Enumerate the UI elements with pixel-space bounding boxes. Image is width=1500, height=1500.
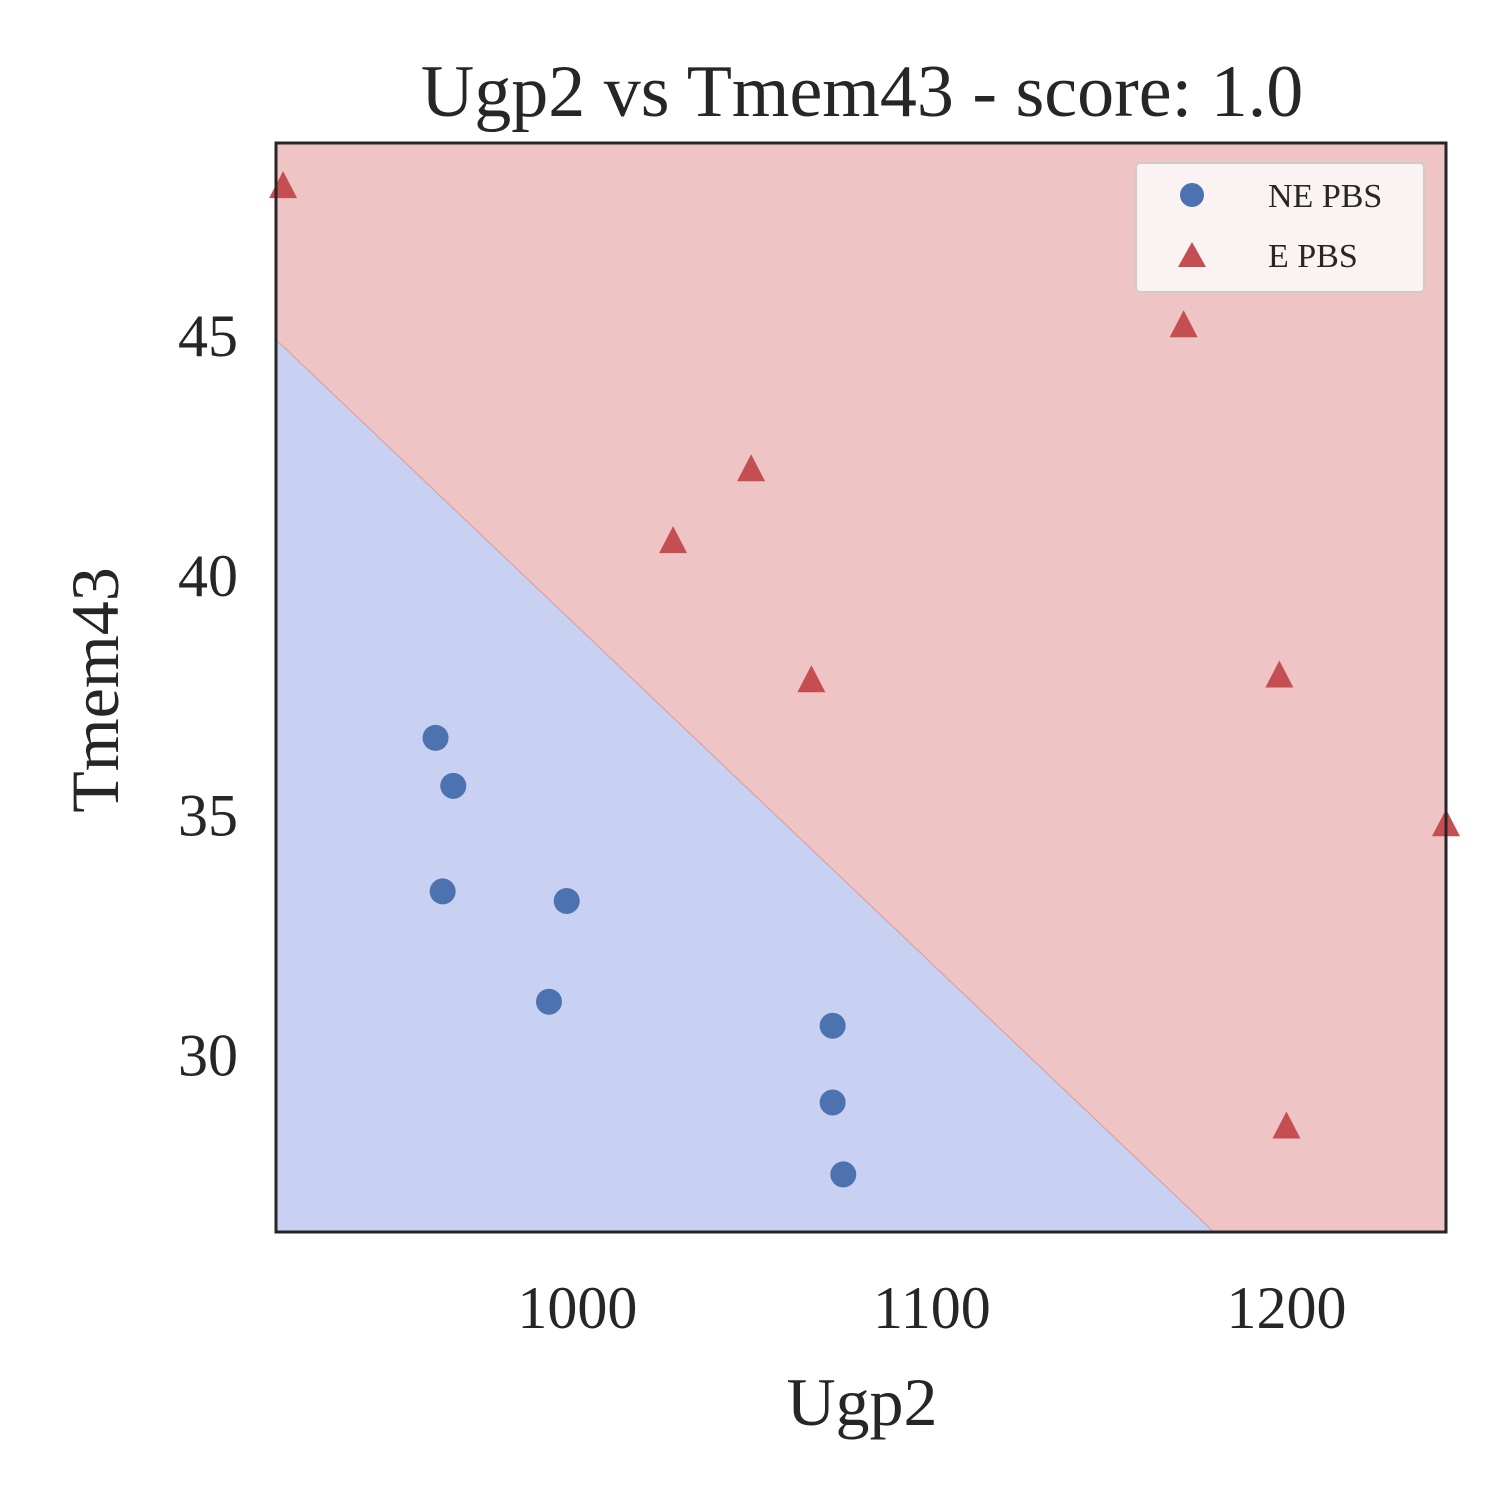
x-axis-ticks: 1000 1100 1200 [517,1275,1346,1341]
y-tick-label: 40 [178,543,238,609]
y-axis-label: Tmem43 [57,567,133,813]
point-ne-pbs [819,1089,846,1116]
legend-label-ne-pbs: NE PBS [1268,178,1382,215]
plot-area [269,141,1460,1234]
legend-marker-ne-pbs [1180,183,1204,207]
point-e-pbs [797,665,826,693]
y-tick-label: 45 [178,303,238,369]
decision-regions [275,143,1446,1233]
point-ne-pbs [830,1161,857,1188]
x-axis-label: Ugp2 [786,1364,937,1440]
decision-boundary-line [275,339,1215,1233]
legend: NE PBS E PBS [1135,162,1425,293]
x-tick-label: 1100 [873,1275,991,1341]
point-ne-pbs [429,878,456,905]
plot-frame [274,141,1448,1234]
data-points [269,171,1460,1188]
legend-box [1135,162,1425,293]
point-ne-pbs [536,988,562,1015]
y-tick-label: 35 [178,783,238,849]
point-e-pbs [1265,660,1294,688]
legend-marker-e-pbs [1178,242,1206,267]
x-tick-label: 1200 [1226,1275,1346,1341]
point-ne-pbs [553,887,580,914]
legend-label-e-pbs: E PBS [1268,238,1358,275]
chart-title: Ugp2 vs Tmem43 - score: 1.0 [421,51,1303,133]
point-e-pbs [1272,1111,1301,1139]
y-tick-label: 30 [178,1022,238,1088]
point-e-pbs [659,526,688,554]
y-axis-ticks: 30 35 40 45 [178,303,238,1089]
point-e-pbs [737,454,766,482]
point-ne-pbs [422,724,449,751]
point-ne-pbs [819,1012,846,1039]
x-tick-label: 1000 [517,1275,637,1341]
point-e-pbs [1169,310,1198,338]
point-ne-pbs [440,772,467,799]
